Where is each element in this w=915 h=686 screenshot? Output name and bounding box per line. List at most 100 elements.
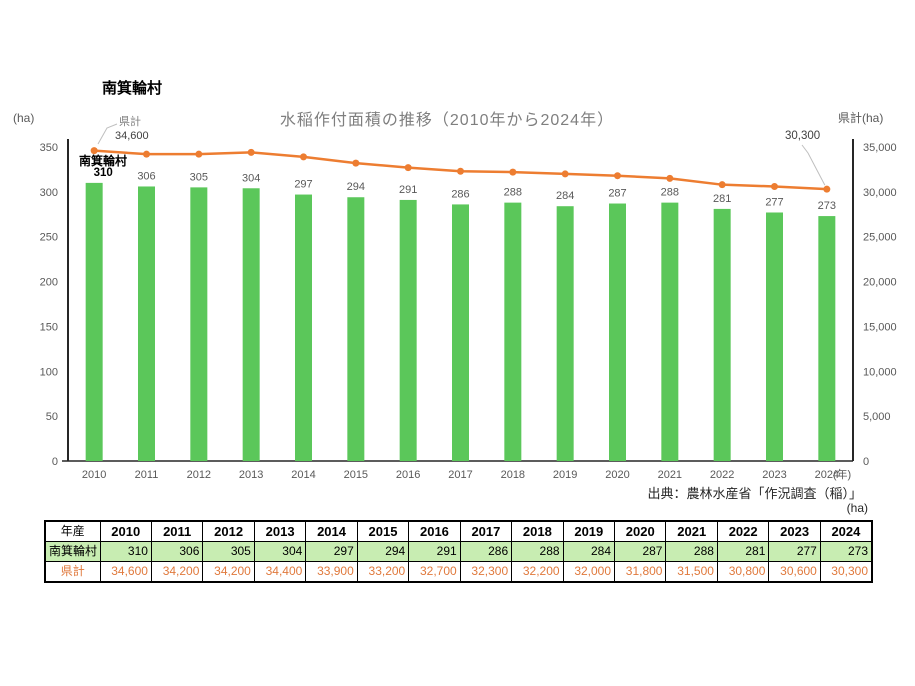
table-cell-2014: 33,900 <box>305 561 358 583</box>
table-header-year-2019: 2019 <box>562 520 616 542</box>
right-axis-tick-label: 10,000 <box>863 366 897 378</box>
table-header-year-2016: 2016 <box>408 520 461 542</box>
right-axis-tick-label: 30,000 <box>863 187 897 199</box>
bar-value-label-2012: 305 <box>190 171 208 183</box>
data-table: 年産 2010 2011 2012 2013 2014 2015 2016 2017 2018 20… <box>44 520 873 583</box>
bar-2014 <box>295 194 312 461</box>
table-cell-2020: 287 <box>614 541 667 562</box>
right-axis-unit-label: 県計(ha) <box>838 111 884 125</box>
x-axis-unit-suffix: (年) <box>833 467 851 481</box>
table-header-year-2015: 2015 <box>356 520 410 542</box>
chart-canvas: 0 50 100 150 200 250 300 350 0 5,000 10,000 15,000 2… <box>40 123 897 481</box>
table-cell-2019: 32,000 <box>562 561 616 583</box>
line-marker-2021 <box>666 174 674 182</box>
line-marker-2012 <box>195 150 203 158</box>
line-marker-2010 <box>90 147 98 155</box>
table-cell-2022: 281 <box>716 541 770 562</box>
x-axis-label-2020: 2020 <box>605 469 629 481</box>
right-axis-tick-label: 15,000 <box>863 321 897 333</box>
table-cell-2017: 286 <box>459 541 513 562</box>
line-end-value-label: 30,300 <box>785 130 821 142</box>
table-header-year-2017: 2017 <box>459 520 513 542</box>
table-cell-2020: 31,800 <box>614 561 667 583</box>
table-header-year-2014: 2014 <box>305 520 358 542</box>
callout-line-start <box>97 123 118 145</box>
bar-value-label-2022: 281 <box>713 193 731 205</box>
line-marker-2024 <box>823 185 831 193</box>
table-row-kenkei: 県計 34,600 34,200 34,200 34,400 33,900 33,200 32… <box>44 561 873 583</box>
bar-value-label-2010: 310 <box>94 167 113 179</box>
line-marker-2022 <box>718 181 726 189</box>
table-cell-2012: 34,200 <box>202 561 255 583</box>
table-header-year-2010: 2010 <box>99 520 152 542</box>
table-cell-2016: 291 <box>408 541 461 562</box>
bar-value-label-2020: 287 <box>608 188 626 200</box>
table-header-year-2024: 2024 <box>819 520 873 542</box>
left-axis-unit-label: (ha) <box>13 111 35 125</box>
x-axis-label-2023: 2023 <box>762 469 786 481</box>
line-marker-2023 <box>771 182 778 190</box>
bar-value-label-2013: 304 <box>242 172 260 184</box>
table-cell-2013: 304 <box>253 541 307 562</box>
table-header-year-2021: 2021 <box>665 520 718 542</box>
right-axis-tick-label: 0 <box>863 456 869 468</box>
line-series-callout-label: 県計 <box>119 116 141 128</box>
table-cell-2010: 310 <box>99 541 152 562</box>
left-axis-tick-label: 250 <box>40 232 58 244</box>
x-axis-label-2024: 2024 <box>815 469 839 481</box>
x-axis-label-2015: 2015 <box>344 469 368 481</box>
x-axis-label-2019: 2019 <box>553 469 577 481</box>
left-axis-tick-label: 200 <box>40 277 58 289</box>
right-axis-tick-label: 35,000 <box>863 142 897 154</box>
bar-2021 <box>661 202 679 461</box>
bar-2011 <box>138 186 155 461</box>
line-marker-2019 <box>561 170 569 178</box>
table-cell-2022: 30,800 <box>716 561 770 583</box>
bar-2012 <box>190 187 208 461</box>
bar-2010 <box>85 182 103 461</box>
left-axis-tick-label: 0 <box>52 456 58 468</box>
bar-2022 <box>713 208 731 461</box>
bar-value-label-2024: 273 <box>818 200 836 212</box>
bar-2019 <box>556 206 574 461</box>
table-cell-2023: 277 <box>768 541 821 562</box>
table-cell-2015: 294 <box>356 541 410 562</box>
left-axis-tick-label: 300 <box>40 187 58 199</box>
line-marker-2018 <box>509 168 517 176</box>
right-axis-tick-label: 25,000 <box>863 232 897 244</box>
bar-2020 <box>609 203 626 461</box>
page-title: 南箕輪村 <box>102 80 163 97</box>
bar-value-label-2019: 284 <box>556 190 574 202</box>
left-axis-tick-label: 100 <box>40 366 58 378</box>
line-start-value-label: 34,600 <box>115 130 149 142</box>
table-header-row: 年産 2010 2011 2012 2013 2014 2015 2016 2017 2018 20… <box>44 520 873 542</box>
x-axis-label-2014: 2014 <box>291 469 315 481</box>
x-axis-label-2021: 2021 <box>658 469 682 481</box>
x-axis-label-2022: 2022 <box>710 469 734 481</box>
table-cell-2017: 32,300 <box>459 561 513 583</box>
table-cell-2010: 34,600 <box>99 561 152 583</box>
bar-value-label-2021: 288 <box>661 187 679 199</box>
line-marker-2014 <box>300 153 307 161</box>
x-axis-label-2012: 2012 <box>187 469 211 481</box>
table-cell-2023: 30,600 <box>768 561 821 583</box>
left-axis-tick-label: 50 <box>46 411 58 423</box>
table-header-year-2022: 2022 <box>716 520 770 542</box>
bar-value-label-2018: 288 <box>504 187 522 199</box>
x-axis-label-2018: 2018 <box>501 469 525 481</box>
x-axis-label-2017: 2017 <box>448 469 472 481</box>
table-cell-2018: 288 <box>511 541 564 562</box>
table-row-minamiminowa: 南箕輪村 310 306 305 304 297 294 291 286 288 284 287 288… <box>44 541 873 562</box>
left-axis-tick-label: 150 <box>40 321 58 333</box>
table-header-year-2012: 2012 <box>202 520 255 542</box>
right-axis-tick-label: 20,000 <box>863 277 897 289</box>
table-cell-2021: 31,500 <box>665 561 718 583</box>
bar-2015 <box>347 197 365 462</box>
bar-2024 <box>818 216 836 461</box>
bar-value-label-2011: 306 <box>137 170 155 182</box>
bar-value-label-2014: 297 <box>294 179 312 191</box>
table-cell-2016: 32,700 <box>408 561 461 583</box>
right-axis-tick-label: 5,000 <box>863 411 891 423</box>
source-note: 出典：農林水産省「作況調査（稲）」 <box>647 486 862 501</box>
